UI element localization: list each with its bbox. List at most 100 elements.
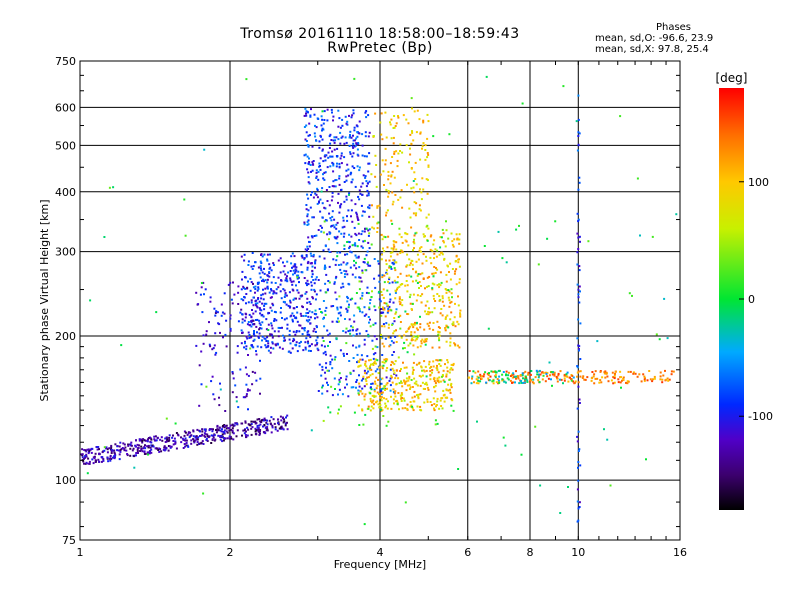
data-point — [412, 249, 414, 252]
data-point — [289, 342, 292, 345]
data-point — [409, 262, 412, 265]
data-point — [222, 424, 224, 427]
data-point — [262, 288, 264, 291]
data-point — [367, 114, 370, 117]
data-point — [496, 378, 499, 381]
data-point — [133, 455, 136, 458]
data-point — [520, 380, 523, 382]
data-point — [305, 291, 308, 294]
data-point — [410, 331, 413, 334]
data-point — [553, 371, 556, 374]
data-point — [175, 432, 178, 434]
data-point — [385, 259, 387, 262]
data-point — [575, 120, 578, 123]
data-point — [371, 339, 374, 342]
data-point — [295, 306, 298, 308]
data-point — [402, 347, 404, 350]
data-point — [111, 449, 114, 452]
data-point — [319, 224, 322, 227]
data-point — [426, 152, 429, 154]
data-point — [652, 378, 654, 381]
data-point — [141, 450, 144, 453]
data-point — [577, 348, 580, 350]
x-tick-label: 4 — [377, 546, 384, 559]
data-point — [184, 437, 187, 440]
data-point — [661, 381, 664, 384]
data-point — [230, 298, 233, 301]
data-point — [330, 108, 333, 111]
data-point — [435, 404, 438, 406]
data-point — [405, 338, 408, 341]
data-point — [295, 269, 298, 272]
data-point — [583, 378, 586, 381]
data-point — [347, 395, 350, 398]
data-point — [212, 428, 214, 431]
data-point — [243, 319, 246, 322]
data-point — [247, 331, 250, 334]
data-point — [425, 313, 428, 316]
data-point — [140, 445, 143, 448]
data-point — [253, 323, 256, 325]
data-point — [374, 112, 377, 115]
data-point — [421, 369, 423, 372]
data-point — [212, 436, 215, 439]
data-point — [337, 412, 339, 415]
data-point — [403, 334, 406, 337]
data-point — [557, 372, 560, 375]
data-point — [365, 383, 368, 386]
data-point — [321, 148, 324, 151]
data-point — [259, 430, 261, 433]
data-point — [356, 131, 359, 134]
data-point — [348, 303, 350, 306]
data-point — [251, 370, 254, 373]
data-point — [426, 300, 429, 303]
data-point — [391, 261, 394, 264]
data-point — [321, 149, 324, 152]
data-point — [297, 270, 300, 273]
data-point — [576, 375, 579, 378]
data-point — [454, 343, 457, 346]
data-point — [263, 302, 266, 305]
data-point — [416, 253, 419, 256]
data-point — [87, 462, 90, 465]
data-point — [619, 370, 622, 373]
data-point — [376, 222, 379, 225]
data-point — [226, 431, 229, 434]
data-point — [422, 142, 425, 145]
data-point — [286, 327, 289, 330]
data-point — [309, 252, 312, 255]
data-point — [258, 418, 261, 420]
data-point — [410, 226, 413, 229]
data-point — [329, 363, 332, 366]
data-point — [277, 343, 279, 346]
data-point — [202, 334, 205, 337]
data-point — [594, 370, 597, 373]
data-point — [271, 341, 274, 344]
data-point — [349, 135, 352, 138]
data-point — [412, 344, 415, 347]
data-point — [353, 77, 356, 80]
data-point — [349, 152, 352, 155]
data-point — [344, 318, 346, 320]
data-point — [385, 404, 388, 407]
data-point — [626, 380, 629, 383]
data-point — [277, 423, 280, 426]
data-point — [307, 219, 310, 222]
data-point — [305, 204, 308, 206]
data-point — [328, 251, 331, 253]
data-point — [425, 255, 427, 258]
data-point — [305, 312, 308, 315]
data-point — [387, 190, 390, 193]
data-point — [418, 361, 421, 364]
data-point — [438, 376, 441, 379]
data-point — [390, 395, 392, 398]
data-point — [391, 170, 394, 173]
data-point — [576, 251, 579, 254]
data-point — [384, 402, 387, 405]
data-point — [351, 220, 354, 223]
data-point — [311, 311, 314, 314]
data-point — [445, 291, 448, 294]
data-point — [138, 438, 141, 441]
data-point — [342, 219, 345, 222]
data-point — [309, 206, 312, 209]
